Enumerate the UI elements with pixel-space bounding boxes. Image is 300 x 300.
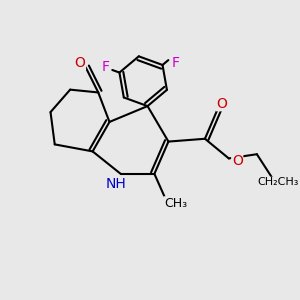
Text: NH: NH — [106, 177, 127, 191]
Text: O: O — [75, 56, 86, 70]
Text: F: F — [101, 60, 109, 74]
Text: CH₃: CH₃ — [164, 197, 187, 210]
Text: CH₂CH₃: CH₂CH₃ — [257, 177, 298, 187]
Text: O: O — [232, 154, 243, 168]
Text: O: O — [216, 97, 227, 111]
Text: F: F — [171, 56, 179, 70]
